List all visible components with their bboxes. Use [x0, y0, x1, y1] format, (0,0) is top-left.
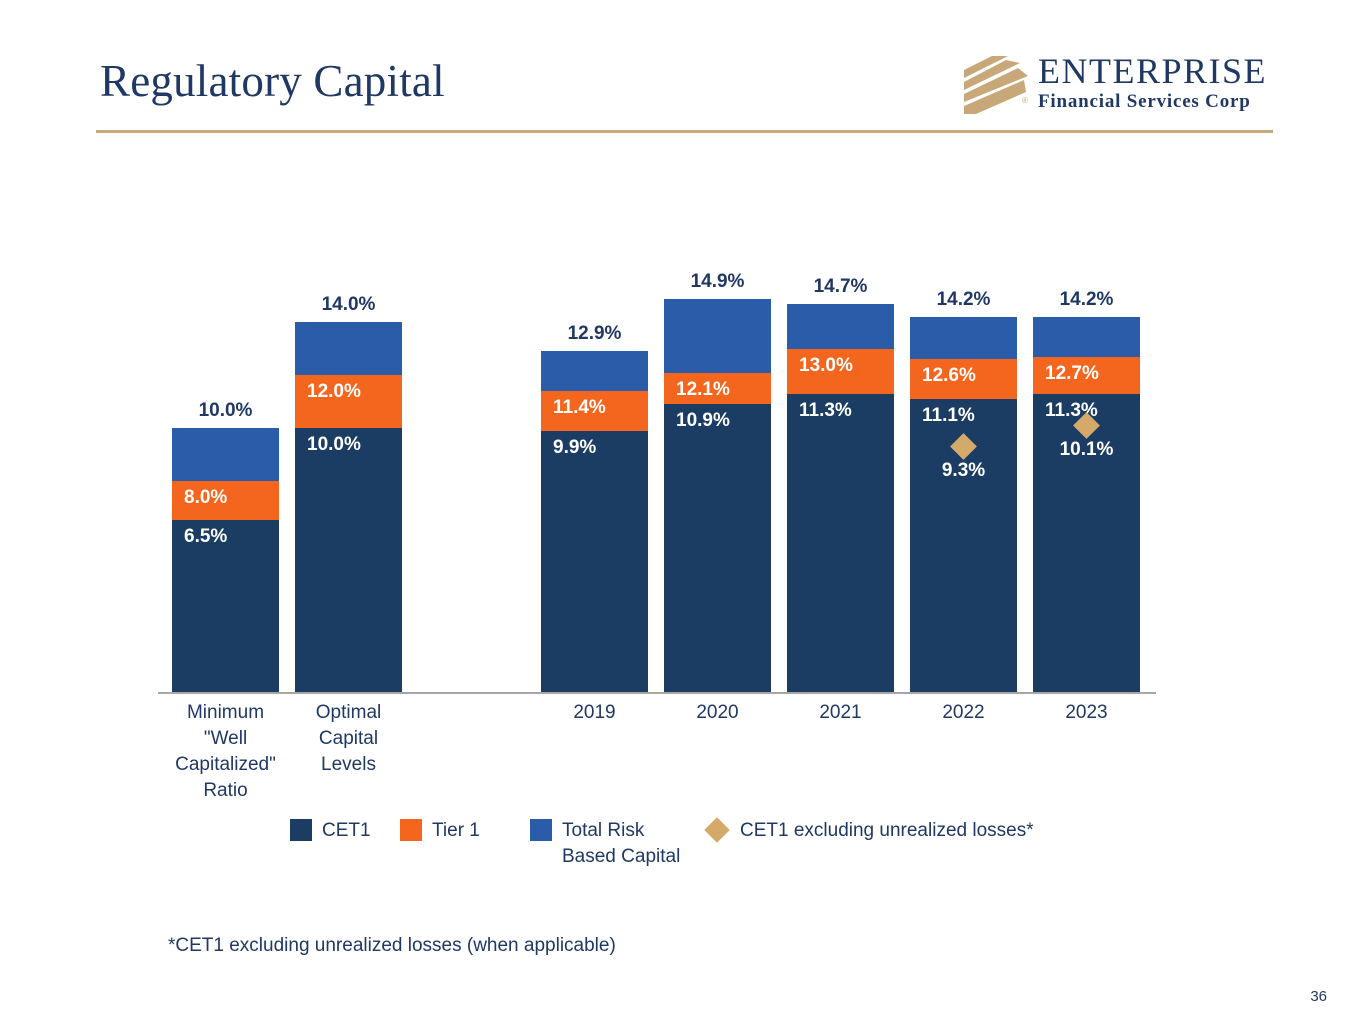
marker-label-y2022: 9.3%	[941, 460, 986, 482]
legend-label-cet1-excl: CET1 excluding unrealized losses*	[740, 820, 1034, 841]
stacked-bar-minimum[interactable]: 8.0% 6.5%	[172, 428, 279, 692]
segment-tier1-y2020[interactable]: 12.1%	[664, 372, 771, 405]
chart-plot-area: 8.0% 6.5% 10.0% 12.0% 10.0% 14.0% 11.4% 9.9% 12.…	[158, 160, 1156, 692]
segment-label-tier1-y2023: 12.7%	[1045, 362, 1099, 384]
segment-tier1-y2021[interactable]: 13.0%	[787, 348, 894, 394]
company-logo: ENTERPRISE Financial Services Corp ®	[962, 52, 1277, 122]
chart-legend: CET1 Tier 1 Total Risk Based Capital CET1 e…	[290, 817, 1190, 888]
total-label-minimum: 10.0%	[198, 400, 253, 421]
legend-swatch-icon-tier1	[400, 819, 422, 841]
x-axis-label-y2020: 2020	[696, 702, 739, 723]
segment-label-tier1-y2020: 12.1%	[676, 378, 730, 400]
segment-label-cet1-optimal: 10.0%	[307, 434, 361, 455]
segment-label-cet1-minimum: 6.5%	[184, 526, 228, 548]
x-axis-label-y2022: 2022	[942, 702, 985, 723]
segment-tier1-y2023[interactable]: 12.7%	[1033, 356, 1140, 394]
segment-cet1-y2019[interactable]: 9.9%	[541, 430, 648, 692]
legend-label-cet1: CET1	[322, 820, 371, 841]
registered-trademark-icon: ®	[1022, 96, 1028, 105]
segment-label-tier1-y2022: 12.6%	[922, 365, 976, 387]
stacked-bar-y2023[interactable]: 12.7% 11.3% 10.1%	[1033, 317, 1140, 692]
legend-item-tier1[interactable]: Tier 1	[400, 818, 480, 844]
segment-cet1-y2022[interactable]: 11.1% 9.3%	[910, 398, 1017, 692]
segment-label-tier1-minimum: 8.0%	[184, 486, 228, 508]
slide-header: Regulatory Capital ENTERPRISE Financial …	[0, 0, 1365, 145]
legend-swatch-icon-cet1	[290, 819, 312, 841]
segment-tier1-minimum[interactable]: 8.0%	[172, 480, 279, 521]
segment-total-risk-based-capital-y2023[interactable]	[1033, 317, 1140, 357]
legend-label-tier1: Tier 1	[432, 820, 480, 841]
chart-axis-line	[158, 692, 1156, 694]
segment-total-risk-based-capital-y2021[interactable]	[787, 303, 894, 349]
stacked-bar-optimal[interactable]: 12.0% 10.0%	[295, 322, 402, 692]
legend-item-trbc[interactable]: Total Risk Based Capital	[530, 818, 680, 870]
total-label-y2022: 14.2%	[936, 289, 991, 311]
logo-name-secondary: Financial Services Corp	[1038, 91, 1251, 112]
x-axis-label-optimal: Optimal Capital Levels	[315, 702, 382, 775]
legend-label-trbc: Total Risk Based Capital	[562, 820, 681, 867]
page-number: 36	[1310, 988, 1327, 1005]
legend-item-cet1-excl[interactable]: CET1 excluding unrealized losses*	[704, 817, 1034, 844]
title-divider	[96, 130, 1273, 133]
x-axis-label-y2021: 2021	[819, 702, 862, 723]
x-axis-label-y2019: 2019	[573, 702, 616, 723]
stacked-bar-y2019[interactable]: 11.4% 9.9%	[541, 351, 648, 692]
segment-label-tier1-y2021: 13.0%	[799, 354, 853, 376]
stacked-bar-y2021[interactable]: 13.0% 11.3%	[787, 303, 894, 692]
legend-swatch-icon-trbc	[530, 819, 552, 841]
total-label-y2019: 12.9%	[567, 323, 622, 345]
segment-tier1-y2019[interactable]: 11.4%	[541, 391, 648, 431]
total-label-y2021: 14.7%	[813, 275, 868, 297]
segment-label-tier1-optimal: 12.0%	[307, 381, 361, 403]
segment-tier1-optimal[interactable]: 12.0%	[295, 375, 402, 428]
marker-cet1-excluding-unrealized-y2022[interactable]	[950, 433, 977, 461]
total-label-optimal: 14.0%	[321, 294, 376, 316]
page-title: Regulatory Capital	[100, 56, 445, 106]
segment-cet1-optimal[interactable]: 10.0%	[295, 428, 402, 692]
x-axis-label-y2023: 2023	[1065, 702, 1108, 723]
segment-total-risk-based-capital-y2020[interactable]	[664, 298, 771, 373]
segment-total-risk-based-capital-y2022[interactable]	[910, 317, 1017, 360]
x-axis-label-minimum: Minimum "Well Capitalized" Ratio	[175, 702, 276, 801]
segment-label-cet1-y2020: 10.9%	[676, 410, 730, 432]
total-label-y2023: 14.2%	[1059, 289, 1114, 311]
segment-label-cet1-y2022: 11.1%	[922, 404, 975, 426]
marker-label-y2023: 10.1%	[1059, 439, 1114, 461]
footnote: *CET1 excluding unrealized losses (when …	[168, 935, 616, 956]
segment-label-cet1-y2019: 9.9%	[553, 436, 597, 458]
segment-total-risk-based-capital-y2019[interactable]	[541, 351, 648, 392]
stacked-bar-y2020[interactable]: 12.1% 10.9%	[664, 298, 771, 692]
logo-name-primary: ENTERPRISE	[1038, 51, 1268, 91]
regulatory-capital-chart: 8.0% 6.5% 10.0% 12.0% 10.0% 14.0% 11.4% 9.9% 12.…	[0, 160, 1365, 860]
segment-total-risk-based-capital-optimal[interactable]	[295, 322, 402, 376]
total-label-y2020: 14.9%	[690, 270, 745, 292]
logo-swoosh-icon	[962, 56, 1030, 114]
logo-wordmark: ENTERPRISE Financial Services Corp	[1038, 52, 1278, 114]
segment-cet1-y2023[interactable]: 11.3% 10.1%	[1033, 393, 1140, 692]
segment-total-risk-based-capital-minimum[interactable]	[172, 428, 279, 481]
segment-label-tier1-y2019: 11.4%	[553, 397, 606, 419]
segment-label-cet1-y2021: 11.3%	[799, 399, 852, 421]
legend-diamond-icon-cet1-excl	[704, 817, 730, 843]
segment-tier1-y2022[interactable]: 12.6%	[910, 359, 1017, 399]
legend-item-cet1[interactable]: CET1	[290, 818, 371, 844]
segment-cet1-y2021[interactable]: 11.3%	[787, 393, 894, 692]
segment-cet1-y2020[interactable]: 10.9%	[664, 404, 771, 692]
stacked-bar-y2022[interactable]: 12.6% 11.1% 9.3%	[910, 317, 1017, 692]
segment-cet1-minimum[interactable]: 6.5%	[172, 520, 279, 692]
